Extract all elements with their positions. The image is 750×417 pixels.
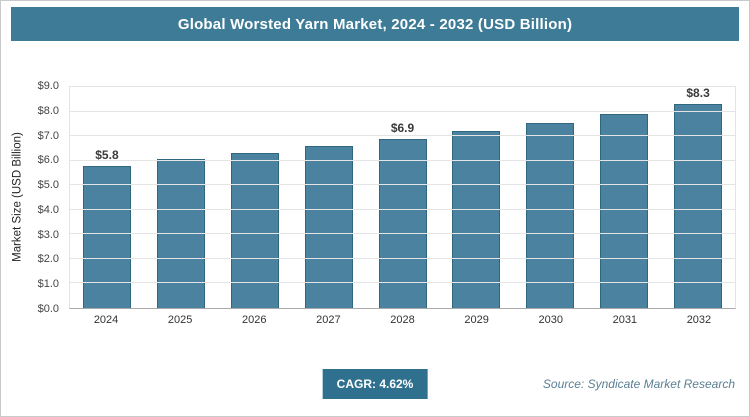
gridline	[70, 233, 735, 235]
bar-slot	[513, 87, 587, 308]
cagr-badge: CAGR: 4.62%	[322, 369, 428, 399]
x-tick-label: 2028	[390, 314, 415, 326]
y-axis-ticks: $0.0 $1.0 $2.0 $3.0 $4.0 $5.0 $6.0 $7.0 $8.0 $9.0	[1, 80, 63, 315]
bar-slot	[144, 87, 218, 308]
gridline	[70, 257, 735, 259]
bar-slot	[218, 87, 292, 308]
gridline	[70, 110, 735, 112]
chart-title-banner: Global Worsted Yarn Market, 2024 - 2032 …	[11, 7, 739, 41]
y-tick-label: $7.0	[37, 129, 59, 142]
bar-value-label: $6.9	[390, 120, 415, 135]
y-tick-label: $4.0	[37, 203, 59, 216]
bar-slot: $6.9	[366, 87, 440, 308]
x-tick-label: 2031	[612, 314, 638, 326]
bar-2032: $8.3	[674, 86, 723, 308]
x-axis-ticks: 2024 2025 2026 2027 2028 2029 2030 2031 2032	[69, 314, 736, 334]
bar-2031	[600, 114, 649, 308]
y-tick-label: $0.0	[37, 303, 59, 315]
source-credit: Source: Syndicate Market Research	[542, 377, 735, 391]
bar-slot: $8.3	[661, 86, 735, 308]
bar-slot: $5.8	[70, 87, 144, 308]
gridline	[70, 159, 735, 161]
bar-2030	[526, 122, 575, 308]
gridline	[70, 184, 735, 186]
y-tick-label: $1.0	[37, 278, 59, 291]
y-tick-label: $2.0	[37, 253, 59, 266]
gridline	[70, 208, 735, 210]
x-tick-label: 2032	[686, 314, 712, 326]
gridline	[70, 282, 735, 284]
bar-2027	[304, 145, 353, 308]
bar-slot	[439, 87, 513, 308]
bar-value-label: $5.8	[95, 147, 119, 162]
x-tick-label: 2026	[242, 314, 267, 326]
plot-area: $5.8 $6.9 $8.3	[69, 86, 736, 309]
chart-title: Global Worsted Yarn Market, 2024 - 2032 …	[177, 15, 573, 33]
gridline	[70, 135, 735, 137]
y-tick-label: $3.0	[37, 228, 59, 241]
x-tick-label: 2030	[538, 314, 563, 326]
bars-container: $5.8 $6.9 $8.3	[70, 86, 735, 308]
bar-value-label: $8.3	[686, 86, 710, 101]
x-tick-label: 2024	[93, 314, 119, 326]
x-tick-label: 2029	[464, 314, 489, 326]
bar-2028: $6.9	[378, 121, 427, 308]
x-tick-label: 2025	[167, 314, 193, 326]
y-tick-label: $6.0	[37, 154, 59, 167]
y-tick-label: $9.0	[37, 80, 59, 92]
bar-slot	[587, 87, 661, 308]
y-tick-label: $5.0	[37, 179, 59, 192]
cagr-label: CAGR: 4.62%	[336, 377, 414, 391]
x-tick-label: 2027	[316, 314, 341, 326]
y-tick-label: $8.0	[37, 104, 59, 117]
bar-2024: $5.8	[82, 148, 131, 308]
bar-2026	[230, 153, 279, 308]
bar-slot	[292, 87, 366, 308]
